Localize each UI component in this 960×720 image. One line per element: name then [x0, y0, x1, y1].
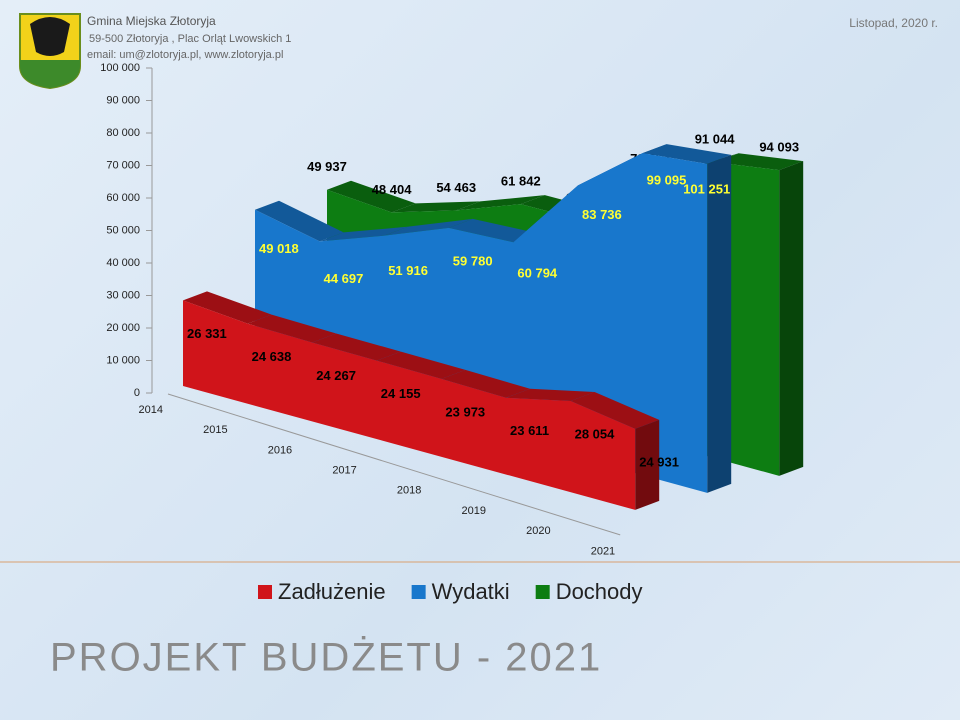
data-label: 83 736	[582, 207, 622, 222]
legend-swatch	[535, 585, 550, 599]
x-tick-label: 2014	[139, 404, 163, 416]
data-label: 51 916	[388, 263, 428, 278]
legend-label: Zadłużenie	[278, 579, 386, 604]
area-side	[779, 161, 804, 476]
y-tick-label: 80 000	[106, 127, 140, 139]
data-label: 101 251	[683, 181, 730, 196]
data-label: 91 044	[695, 132, 736, 147]
area-top	[441, 369, 530, 398]
data-label: 26 331	[187, 326, 227, 341]
area	[183, 300, 636, 510]
area-top	[312, 333, 401, 361]
legend-swatch	[411, 585, 426, 599]
y-tick-label: 100 000	[100, 62, 140, 74]
area-top	[327, 180, 416, 213]
area-top	[506, 388, 595, 402]
x-tick-label: 2018	[397, 485, 421, 497]
y-tick-label: 60 000	[106, 192, 140, 204]
legend-label: Wydatki	[432, 579, 510, 604]
data-label: 94 093	[759, 140, 799, 155]
address: 59-500 Złotoryja , Plac Orląt Lwowskich …	[89, 33, 291, 45]
y-tick-label: 30 000	[106, 289, 140, 301]
area-top	[255, 200, 344, 242]
data-label: 24 638	[252, 349, 292, 364]
y-tick-label: 20 000	[106, 322, 140, 334]
data-label: 59 780	[453, 253, 493, 268]
x-tick-label: 2015	[203, 424, 227, 436]
area-top	[183, 291, 272, 324]
area-side	[707, 154, 732, 493]
data-label: 61 842	[501, 174, 541, 189]
legend-swatch	[258, 585, 272, 599]
area-side	[635, 419, 660, 510]
y-tick-label: 0	[134, 387, 140, 399]
area-top	[570, 392, 660, 429]
area-top	[247, 314, 337, 343]
x-tick-label: 2020	[526, 525, 550, 537]
data-label: 28 054	[575, 426, 616, 441]
x-axis	[167, 393, 621, 536]
data-label: 54 463	[436, 180, 476, 195]
area-top	[448, 218, 538, 243]
legend-label: Dochody	[556, 579, 643, 604]
data-label: 24 931	[639, 454, 679, 469]
area-top	[714, 153, 804, 171]
x-tick-label: 2016	[268, 444, 292, 456]
y-tick-label: 40 000	[106, 257, 140, 269]
data-label: 24 267	[316, 368, 356, 383]
contact: email: um@zlotoryja.pl, www.zlotoryja.pl	[87, 49, 283, 61]
x-tick-label: 2021	[591, 545, 615, 557]
organization: Gmina Miejska Złotoryja	[87, 14, 216, 28]
data-label: 49 018	[259, 241, 299, 256]
slide-title: PROJEKT BUDŻETU - 2021	[50, 635, 602, 680]
y-tick-label: 70 000	[106, 159, 140, 171]
x-tick-label: 2019	[462, 505, 486, 517]
area-top	[319, 226, 409, 242]
data-label: 99 095	[647, 173, 687, 188]
area-top	[376, 351, 466, 379]
data-label: 24 155	[381, 386, 421, 401]
data-label: 60 794	[517, 266, 558, 281]
y-tick-label: 90 000	[106, 94, 140, 106]
data-label: 23 611	[510, 423, 549, 438]
logo	[19, 13, 81, 90]
date: Listopad, 2020 r.	[849, 16, 938, 30]
area-top	[391, 201, 481, 213]
series	[183, 291, 660, 510]
data-label: 44 697	[324, 271, 364, 286]
x-tick-label: 2017	[332, 465, 356, 477]
area-top	[456, 195, 545, 211]
area-top	[384, 218, 473, 236]
data-label: 23 973	[445, 404, 485, 419]
data-label: 49 937	[307, 159, 347, 174]
data-label: 48 404	[372, 182, 413, 197]
area-top	[642, 144, 732, 164]
y-tick-label: 10 000	[106, 354, 140, 366]
y-tick-label: 50 000	[106, 224, 140, 236]
